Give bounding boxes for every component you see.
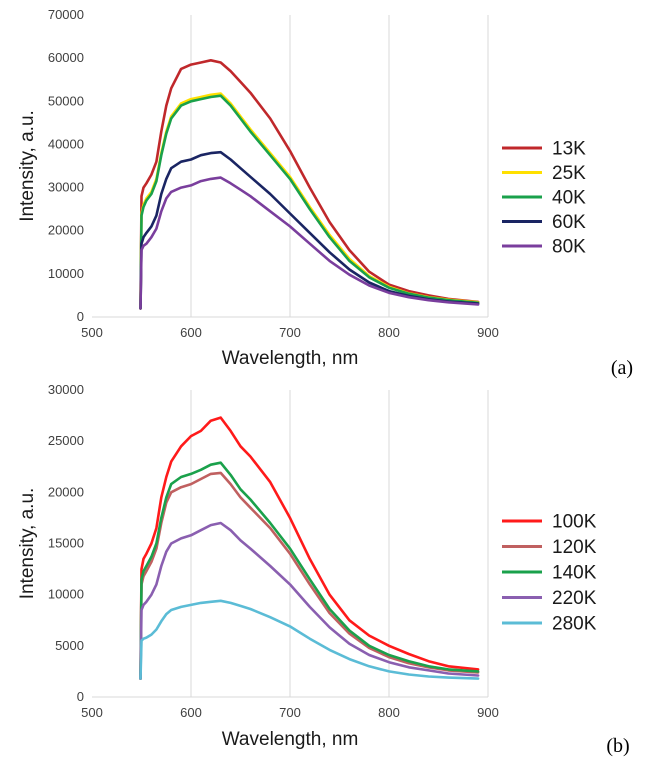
y-tick-label: 10000 xyxy=(48,266,84,281)
x-tick-label: 600 xyxy=(180,705,202,720)
y-tick-label: 60000 xyxy=(48,50,84,65)
x-tick-label: 500 xyxy=(81,705,103,720)
x-tick-label: 700 xyxy=(279,325,301,340)
panel-label: (b) xyxy=(606,735,629,757)
legend-label: 120K xyxy=(552,537,597,558)
y-tick-label: 40000 xyxy=(48,136,84,151)
legend-label: 13K xyxy=(552,139,586,160)
x-tick-label: 900 xyxy=(477,325,499,340)
legend-label: 280K xyxy=(552,614,597,635)
y-tick-label: 20000 xyxy=(48,484,84,499)
legend-label: 60K xyxy=(552,212,586,233)
y-axis-title: Intensity, a.u. xyxy=(17,110,38,222)
y-tick-label: 25000 xyxy=(48,433,84,448)
y-tick-label: 10000 xyxy=(48,587,84,602)
x-axis-title: Wavelength, nm xyxy=(222,348,359,369)
x-tick-label: 600 xyxy=(180,325,202,340)
x-axis-title: Wavelength, nm xyxy=(222,729,359,750)
y-tick-label: 0 xyxy=(77,309,84,324)
y-tick-label: 15000 xyxy=(48,536,84,551)
y-tick-label: 5000 xyxy=(55,638,84,653)
chart-panel-a: 500 600 700 800 900 0 10000 20000 30000 40000 5000… xyxy=(17,7,633,379)
series-line-120K xyxy=(139,471,480,680)
series-line-100K xyxy=(139,416,480,680)
x-tick-label: 800 xyxy=(378,705,400,720)
series-line-140K xyxy=(139,461,480,680)
y-axis-title: Intensity, a.u. xyxy=(17,488,38,600)
y-tick-label: 50000 xyxy=(48,93,84,108)
y-tick-label: 30000 xyxy=(48,180,84,195)
series-line-280K xyxy=(139,599,480,680)
legend-label: 220K xyxy=(552,588,597,609)
series-line-13K xyxy=(139,58,480,310)
x-tick-label: 800 xyxy=(378,325,400,340)
series-line-40K xyxy=(139,94,480,310)
legend-label: 140K xyxy=(552,563,597,584)
x-tick-label: 700 xyxy=(279,705,301,720)
y-tick-label: 30000 xyxy=(48,382,84,397)
y-tick-label: 20000 xyxy=(48,223,84,238)
y-tick-label: 0 xyxy=(77,689,84,704)
legend-label: 25K xyxy=(552,163,586,184)
x-tick-label: 900 xyxy=(477,705,499,720)
panel-label: (a) xyxy=(611,357,633,379)
series-line-80K xyxy=(139,176,480,310)
chart-panel-b: 500 600 700 800 900 0 5000 10000 15000 20000 25000… xyxy=(17,382,630,757)
legend-label: 40K xyxy=(552,188,586,209)
series-line-60K xyxy=(139,150,480,310)
series-line-220K xyxy=(139,521,480,680)
legend-label: 100K xyxy=(552,512,597,533)
legend-label: 80K xyxy=(552,237,586,258)
x-tick-label: 500 xyxy=(81,325,103,340)
y-tick-label: 70000 xyxy=(48,7,84,22)
